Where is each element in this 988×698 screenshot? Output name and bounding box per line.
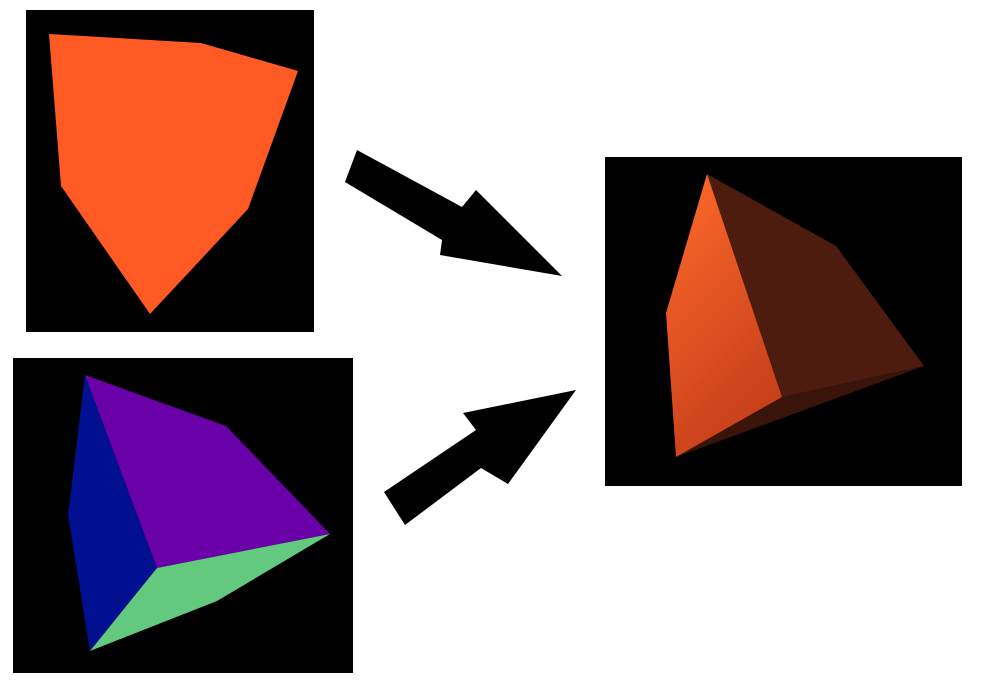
blue-face [68,375,157,651]
arrow-normals-to-shaded [380,385,580,530]
shaded-lit-face [666,174,782,457]
shaded-shadow-face [707,174,924,397]
normals-render [68,375,330,651]
arrow-right-up-icon [384,390,576,525]
arrow-bottom-shape [384,390,576,525]
shaded-render [666,174,924,457]
silhouette-face [49,34,298,314]
arrow-right-down-icon [345,150,562,276]
green-face [90,534,330,651]
arrow-silhouette-to-shaded [340,145,570,280]
silhouette-render [49,34,298,314]
arrow-top-shape [345,150,562,276]
shaded-panel [605,157,962,486]
shaded-bottom-face [676,366,924,457]
silhouette-panel [26,10,314,332]
normals-panel [13,358,353,673]
purple-face [85,375,330,568]
